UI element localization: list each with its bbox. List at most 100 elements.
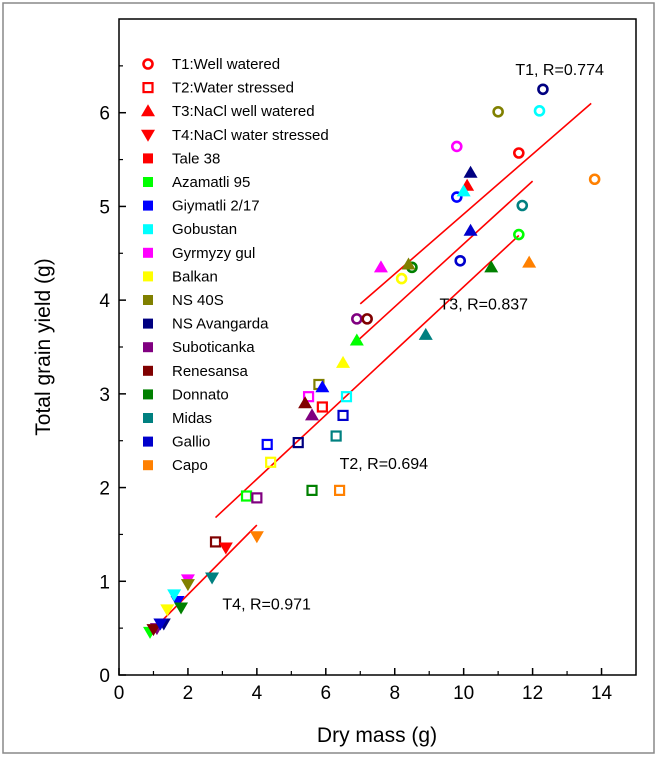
legend-label: Balkan (172, 268, 218, 285)
legend-label: T3:NaCl well watered (172, 103, 315, 120)
point-t3-ns-avangarda (463, 165, 478, 178)
x-axis-title: Dry mass (g) (317, 724, 437, 747)
point-t2-gallio (337, 409, 349, 422)
point-t4-capo (249, 531, 264, 544)
y-tick-label: 5 (99, 197, 110, 218)
point-t1-ns-avangarda (537, 83, 549, 96)
point-t3-capo (522, 255, 537, 268)
legend-label: T4:NaCl water stressed (172, 127, 329, 144)
point-t2-donnato (306, 484, 318, 496)
point-t1-capo (588, 173, 601, 186)
point-t3-midas (418, 327, 433, 340)
point-t1-balkan (395, 272, 408, 285)
legend-marker-t1 (142, 58, 154, 70)
point-t4-ns-40s (180, 579, 195, 592)
point-t4-donnato (174, 602, 189, 615)
data-points-layer (143, 83, 601, 639)
r-annotation: T4, R=0.971 (222, 596, 311, 613)
legend-swatch-gallio (143, 436, 153, 447)
point-t2-renesansa (209, 536, 222, 548)
point-t3-balkan (336, 355, 351, 368)
point-t2-suboticanka (251, 492, 263, 504)
x-tick-label: 14 (591, 683, 613, 704)
point-t2-ns-avangarda (292, 436, 304, 449)
point-t3-giymatli-2-17 (315, 380, 330, 393)
point-t3-suboticanka (305, 408, 320, 421)
legend-swatch-azamatli-95 (143, 177, 153, 187)
legend-swatch-suboticanka (143, 342, 153, 353)
legend-swatch-giymatli-2-17 (143, 200, 153, 211)
y-tick-label: 6 (99, 104, 110, 125)
x-tick-label: 6 (321, 683, 332, 704)
point-t4-midas (205, 572, 220, 585)
point-t2-gyrmyzy-gul (302, 391, 315, 403)
point-t4-balkan (160, 604, 175, 617)
legend-swatch-ns-avangarda (143, 318, 153, 329)
legend-swatch-midas (143, 413, 153, 423)
point-t4-renesansa (146, 624, 161, 637)
legend-label: Renesansa (172, 363, 249, 380)
legend-label: Donnato (172, 386, 229, 403)
legend-label: T1:Well watered (172, 56, 280, 73)
legend-label: NS 40S (172, 292, 224, 309)
fit-line-t3 (356, 180, 534, 342)
point-t2-capo (333, 484, 346, 496)
legend-swatch-renesansa (143, 365, 153, 376)
point-t4-tale-38 (218, 542, 233, 555)
fit-line-t1 (359, 102, 592, 305)
point-t1-gallio (454, 254, 467, 267)
legend-label: Giymatli 2/17 (172, 198, 260, 215)
r-annotation: T1, R=0.774 (515, 62, 604, 79)
y-axis-title: Total grain yield (g) (32, 258, 55, 435)
point-t1-tale-38 (513, 147, 525, 159)
fit-line-t2 (214, 234, 520, 519)
r-annotation: T2, R=0.694 (340, 456, 429, 473)
legend-label: T2:Water stressed (172, 80, 294, 97)
y-tick-label: 3 (99, 385, 110, 406)
legend-label: Gobustan (172, 221, 237, 238)
point-t1-renesansa (361, 313, 373, 325)
point-t4-gobustan (167, 589, 182, 602)
point-t2-azamatli-95 (240, 490, 253, 502)
legend-label: Midas (172, 410, 212, 427)
point-t3-gobustan (456, 184, 471, 197)
legend-swatch-gobustan (143, 224, 153, 235)
point-t1-giymatli-2-17 (450, 191, 463, 203)
legend-swatch-donnato (143, 389, 153, 400)
r-annotation: T3, R=0.837 (440, 297, 529, 314)
legend-swatch-gyrmyzy-gul (143, 247, 153, 258)
point-t2-balkan (265, 456, 277, 468)
legend-swatch-capo (143, 460, 153, 471)
legend-label: Tale 38 (172, 150, 220, 167)
x-tick-label: 0 (114, 683, 125, 704)
point-t3-gallio (463, 223, 478, 236)
legend-swatch-tale-38 (143, 153, 153, 164)
y-tick-label: 1 (99, 572, 110, 593)
x-tick-label: 10 (453, 683, 474, 704)
y-tick-label: 4 (99, 291, 110, 312)
point-t2-tale-38 (316, 401, 328, 413)
legend-marker-t2 (142, 81, 154, 94)
point-t2-midas (330, 430, 342, 442)
legend-label: Gallio (172, 434, 210, 451)
point-t3-donnato (484, 260, 499, 273)
point-t1-midas (516, 199, 529, 212)
x-tick-label: 12 (522, 683, 543, 704)
point-t1-ns-40s (492, 105, 504, 118)
legend-label: Capo (172, 457, 208, 474)
legend-label: Azamatli 95 (172, 174, 250, 191)
point-t1-azamatli-95 (513, 228, 525, 241)
legend-label: Suboticanka (172, 339, 255, 356)
x-tick-label: 4 (252, 683, 263, 704)
point-t1-gobustan (533, 105, 546, 117)
point-t3-azamatli-95 (349, 333, 364, 346)
point-t1-gyrmyzy-gul (450, 140, 463, 153)
legend-marker-t3 (141, 104, 155, 117)
y-tick-label: 0 (99, 666, 110, 687)
legend-label: NS Avangarda (172, 316, 269, 333)
x-tick-label: 2 (183, 683, 194, 704)
legend-swatch-ns-40s (143, 295, 153, 305)
